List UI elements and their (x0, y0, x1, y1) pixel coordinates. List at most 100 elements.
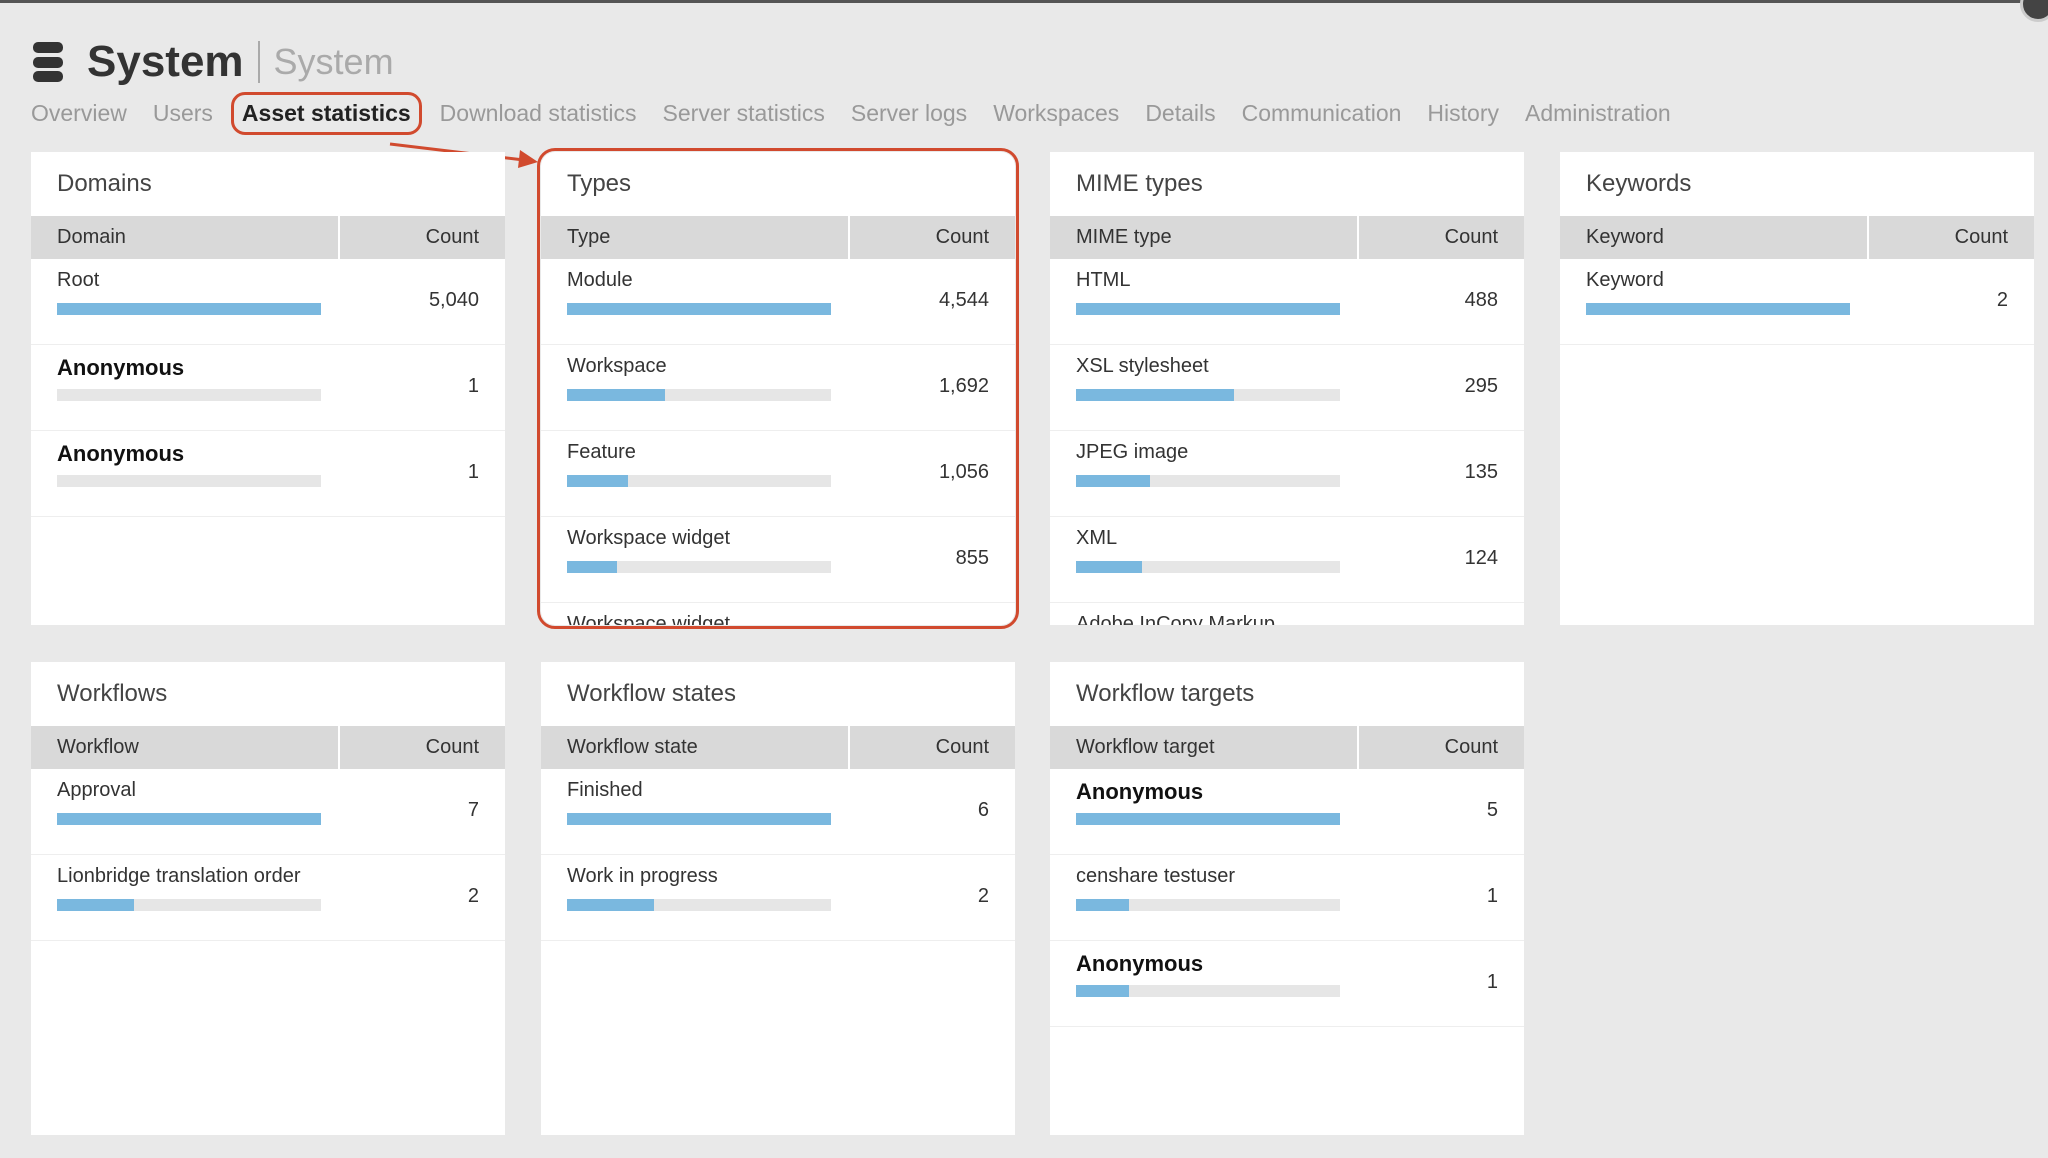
row-count: 135 (1464, 461, 1498, 483)
count-bar (57, 303, 321, 315)
column-header-count[interactable]: Count (1444, 736, 1498, 758)
count-bar-fill (57, 813, 321, 825)
tab-asset-statistics[interactable]: Asset statistics (230, 91, 422, 135)
table-row[interactable]: Anonymous 1 (31, 345, 505, 431)
close-icon[interactable] (2020, 0, 2048, 22)
row-label: Workspace widget (567, 613, 731, 625)
table-header: Workflow Count (31, 726, 505, 769)
page-subtitle: System (273, 41, 394, 82)
tab-history[interactable]: History (1427, 99, 1499, 126)
table-row[interactable]: Root 5,040 (31, 259, 505, 345)
count-bar (567, 813, 831, 825)
table-row[interactable]: JPEG image 135 (1050, 431, 1524, 517)
row-count: 1 (1486, 971, 1498, 993)
count-bar (1076, 899, 1340, 911)
count-bar (57, 475, 321, 487)
column-header-name[interactable]: Domain (31, 216, 340, 259)
row-count: 295 (1464, 375, 1498, 397)
row-count: 1 (467, 461, 479, 483)
row-count: 1,692 (938, 375, 989, 397)
column-header-name[interactable]: MIME type (1050, 216, 1359, 259)
count-bar-fill (567, 389, 665, 401)
window-top-border (0, 0, 2048, 3)
panel-title: Workflow targets (1076, 680, 1255, 707)
column-header-name[interactable]: Type (541, 216, 850, 259)
tab-bar: Overview Users Asset statistics Download… (31, 91, 1697, 135)
count-bar (567, 389, 831, 401)
column-header-count[interactable]: Count (935, 736, 989, 758)
panel-title: Workflows (57, 680, 168, 707)
count-bar-fill (57, 899, 134, 911)
column-header-count[interactable]: Count (935, 226, 989, 248)
row-label: Workspace widget (567, 527, 731, 549)
row-label: Lionbridge translation order (57, 865, 301, 887)
tab-download-statistics[interactable]: Download statistics (439, 99, 637, 126)
workflow-states-panel: Workflow states Workflow state Count Finish… (541, 662, 1015, 1135)
row-label: Finished (567, 779, 643, 801)
table-header: Workflow state Count (541, 726, 1015, 769)
title-separator (257, 41, 260, 83)
row-label: Anonymous (1076, 951, 1204, 976)
column-header-name[interactable]: Workflow (31, 726, 340, 769)
row-count: 4,544 (938, 289, 989, 311)
table-row[interactable]: Keyword 2 (1560, 259, 2034, 345)
table-header: Keyword Count (1560, 216, 2034, 259)
column-header-count[interactable]: Count (1954, 226, 2008, 248)
domains-panel: Domains Domain Count Root 5,040 Anonymous 1 Ano… (31, 152, 505, 625)
count-bar-fill (1076, 813, 1340, 825)
column-header-name[interactable]: Keyword (1560, 216, 1869, 259)
table-row[interactable]: Work in progress 2 (541, 855, 1015, 941)
count-bar-fill (57, 303, 321, 315)
count-bar-fill (1076, 561, 1142, 573)
row-count: 855 (955, 547, 989, 569)
count-bar (1076, 561, 1340, 573)
row-count: 5 (1486, 799, 1498, 821)
row-label: Anonymous (57, 355, 185, 380)
tab-communication[interactable]: Communication (1241, 99, 1402, 126)
table-row[interactable]: HTML 488 (1050, 259, 1524, 345)
tab-workspaces[interactable]: Workspaces (993, 99, 1120, 126)
table-row[interactable]: Approval 7 (31, 769, 505, 855)
row-label: Anonymous (1076, 779, 1204, 804)
table-row[interactable]: XSL stylesheet 295 (1050, 345, 1524, 431)
table-row[interactable]: Workspace widget 855 (541, 517, 1015, 603)
row-count: 1 (1486, 885, 1498, 907)
table-header: Workflow target Count (1050, 726, 1524, 769)
row-label: Anonymous (57, 441, 185, 466)
panel-title: Types (567, 170, 632, 197)
table-row[interactable]: Lionbridge translation order 2 (31, 855, 505, 941)
count-bar (567, 561, 831, 573)
table-row[interactable]: Adobe InCopy Markup (1050, 603, 1524, 625)
tab-server-logs[interactable]: Server logs (850, 99, 968, 126)
table-row[interactable]: Finished 6 (541, 769, 1015, 855)
tab-users[interactable]: Users (152, 99, 213, 126)
tab-server-statistics[interactable]: Server statistics (662, 99, 825, 126)
panel-title: Domains (57, 170, 152, 197)
row-label: Module (567, 269, 633, 291)
table-row[interactable]: Workspace widget (541, 603, 1015, 625)
column-header-count[interactable]: Count (425, 226, 479, 248)
tab-details[interactable]: Details (1145, 99, 1216, 126)
table-row[interactable]: censhare testuser 1 (1050, 855, 1524, 941)
row-count: 1,056 (938, 461, 989, 483)
tab-overview[interactable]: Overview (31, 99, 127, 126)
table-row[interactable]: Module 4,544 (541, 259, 1015, 345)
row-label: Workspace (567, 355, 667, 377)
column-header-count[interactable]: Count (425, 736, 479, 758)
column-header-count[interactable]: Count (1444, 226, 1498, 248)
column-header-name[interactable]: Workflow target (1050, 726, 1359, 769)
table-row[interactable]: XML 124 (1050, 517, 1524, 603)
count-bar-fill (1076, 303, 1340, 315)
table-row[interactable]: Anonymous 1 (1050, 941, 1524, 1027)
count-bar (1586, 303, 1850, 315)
row-count: 488 (1464, 289, 1498, 311)
keywords-panel: Keywords Keyword Count Keyword 2 (1560, 152, 2034, 625)
table-row[interactable]: Anonymous 5 (1050, 769, 1524, 855)
column-header-name[interactable]: Workflow state (541, 726, 850, 769)
table-row[interactable]: Workspace 1,692 (541, 345, 1015, 431)
count-bar (567, 899, 831, 911)
table-row[interactable]: Anonymous 1 (31, 431, 505, 517)
count-bar (1076, 475, 1340, 487)
table-row[interactable]: Feature 1,056 (541, 431, 1015, 517)
tab-administration[interactable]: Administration (1524, 99, 1671, 126)
